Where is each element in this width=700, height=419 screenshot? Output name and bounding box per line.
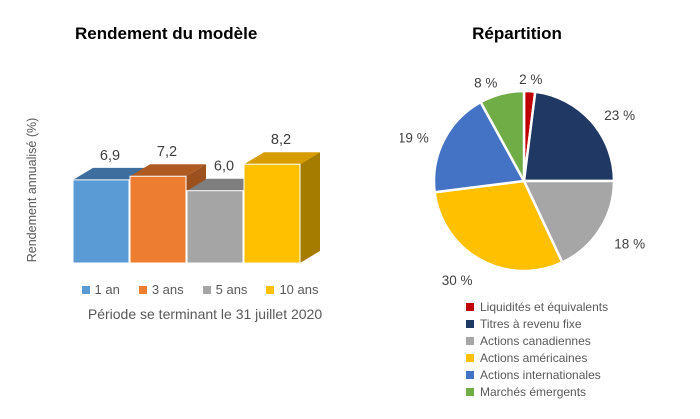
bar-front-1 bbox=[129, 175, 187, 264]
pie-percent-label-1: 23 % bbox=[604, 108, 635, 123]
pie-slice-5 bbox=[479, 89, 526, 183]
bar-legend-swatch-1an bbox=[81, 285, 90, 294]
bar-legend-swatch-10ans bbox=[266, 285, 275, 294]
pie-legend-label-liquidites: Liquidités et équivalents bbox=[480, 300, 609, 314]
bar-side-3 bbox=[300, 152, 320, 263]
pie-slice-2 bbox=[522, 179, 616, 264]
bar-chart-legend: 1 an 3 ans 5 ans 10 ans bbox=[40, 282, 360, 297]
bar-front-2 bbox=[186, 190, 244, 264]
pie-legend-item-marches-emergents: Marchés émergents bbox=[466, 385, 608, 399]
pie-legend-item-actions-americaines: Actions américaines bbox=[466, 351, 608, 365]
bar-value-label-3: 8,2 bbox=[271, 132, 291, 148]
bar-legend-item-1an: 1 an bbox=[81, 282, 120, 297]
pie-chart-plot: 2 % 23 % 18 % 30 % 19 % 8 % bbox=[400, 72, 645, 288]
pie-legend-item-revenu-fixe: Titres à revenu fixe bbox=[466, 317, 608, 331]
bar-value-label-1: 7,2 bbox=[157, 144, 177, 160]
bar-value-label-2: 6,0 bbox=[214, 159, 234, 175]
pie-legend-item-actions-canadiennes: Actions canadiennes bbox=[466, 334, 608, 348]
bar-legend-swatch-5ans bbox=[202, 285, 211, 294]
bar-value-label-0: 6,9 bbox=[100, 148, 120, 164]
pie-legend-swatch-revenu-fixe bbox=[466, 320, 474, 328]
pie-legend-label-actions-internationales: Actions internationales bbox=[480, 368, 601, 382]
bar-legend-item-5ans: 5 ans bbox=[202, 282, 248, 297]
y-axis-label: Rendement annualisé (%) bbox=[25, 117, 39, 263]
pie-legend-swatch-liquidites bbox=[466, 303, 474, 311]
pie-percent-label-4: 19 % bbox=[400, 130, 429, 145]
pie-percent-label-2: 18 % bbox=[614, 236, 645, 251]
pie-percent-label-3: 30 % bbox=[442, 273, 473, 288]
bar-legend-label-1an: 1 an bbox=[94, 282, 120, 297]
pie-legend-item-liquidites: Liquidités et équivalents bbox=[466, 300, 608, 314]
pie-slice-3 bbox=[433, 179, 564, 273]
bar-legend-item-10ans: 10 ans bbox=[266, 282, 318, 297]
pie-legend-swatch-actions-canadiennes bbox=[466, 337, 474, 345]
pie-legend-label-revenu-fixe: Titres à revenu fixe bbox=[480, 317, 582, 331]
pie-legend-swatch-marches-emergents bbox=[466, 388, 474, 396]
bar-front-3 bbox=[243, 163, 301, 264]
bar-legend-item-3ans: 3 ans bbox=[138, 282, 184, 297]
pie-legend-label-actions-canadiennes: Actions canadiennes bbox=[480, 334, 591, 348]
pie-chart-title: Répartition bbox=[472, 24, 562, 43]
bar-top-1 bbox=[130, 164, 206, 177]
pie-legend-swatch-actions-internationales bbox=[466, 371, 474, 379]
pie-legend-label-marches-emergents: Marchés émergents bbox=[480, 385, 587, 399]
bar-chart-plot: 6,9 7,2 6,0 8,2 bbox=[72, 132, 320, 264]
bar-legend-label-5ans: 5 ans bbox=[215, 282, 248, 297]
bar-legend-swatch-3ans bbox=[138, 285, 147, 294]
pie-slice-4 bbox=[432, 100, 526, 194]
pie-percent-label-0: 2 % bbox=[519, 72, 542, 87]
pie-chart-legend: Liquidités et équivalents Titres à reven… bbox=[466, 300, 608, 399]
pie-legend-swatch-actions-americaines bbox=[466, 354, 474, 362]
bar-legend-label-3ans: 3 ans bbox=[151, 282, 184, 297]
bar-front-0 bbox=[72, 179, 130, 264]
period-caption: Période se terminant le 31 juillet 2020 bbox=[87, 306, 323, 322]
bar-legend-label-10ans: 10 ans bbox=[279, 282, 319, 297]
pie-legend-item-actions-internationales: Actions internationales bbox=[466, 368, 608, 382]
bar-chart-title: Rendement du modèle bbox=[75, 24, 258, 43]
bar-top-3 bbox=[244, 152, 320, 165]
pie-slice-1 bbox=[522, 90, 616, 183]
pie-legend-label-actions-americaines: Actions américaines bbox=[480, 351, 588, 365]
pie-percent-label-5: 8 % bbox=[474, 75, 497, 90]
